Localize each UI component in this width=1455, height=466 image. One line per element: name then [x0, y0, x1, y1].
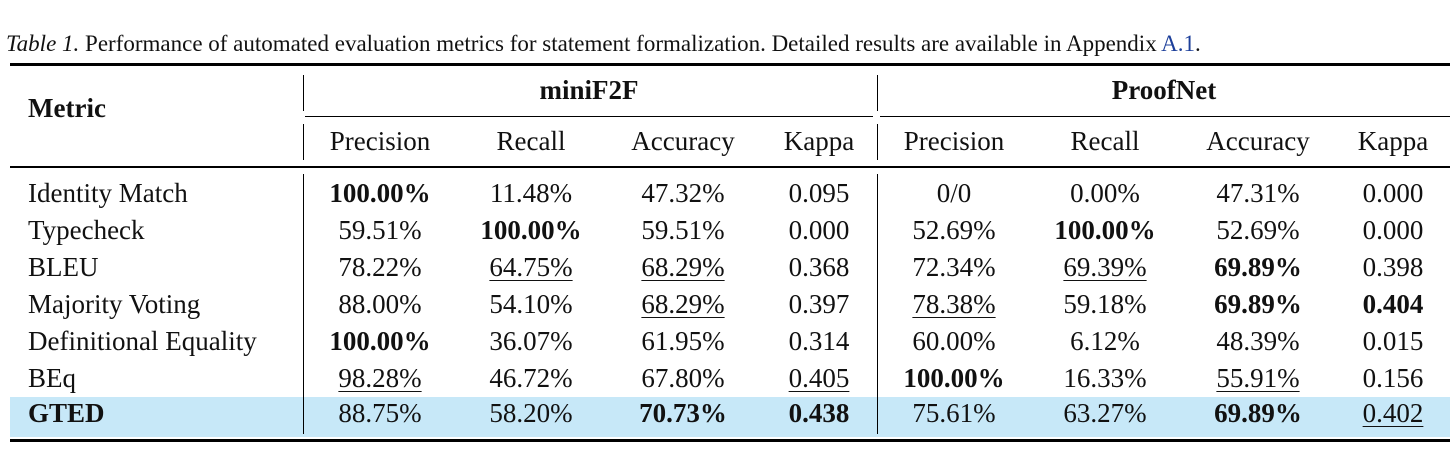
- col-separator-group-sub: [877, 124, 878, 160]
- table-cell: 0.000: [788, 215, 850, 245]
- column-header-proofnet-precision: Precision: [903, 126, 1005, 156]
- table-cell: 0.405: [788, 363, 850, 393]
- caption-text: Performance of automated evaluation metr…: [79, 31, 1162, 56]
- col-separator-group-body: [877, 174, 878, 434]
- table-cell: 60.00%: [912, 326, 996, 356]
- table-cell: 0.095: [788, 178, 850, 208]
- table-cell: 64.75%: [489, 252, 573, 282]
- table-cell: 68.29%: [641, 252, 725, 282]
- table-cell: 70.73%: [639, 398, 727, 428]
- caption-label: Table 1.: [6, 31, 80, 56]
- table-cell: 58.20%: [489, 398, 573, 428]
- row-metric-name: Typecheck: [28, 215, 145, 245]
- table-cell: 72.34%: [912, 252, 996, 282]
- table-cell: 55.91%: [1216, 363, 1300, 393]
- table-cell: 52.69%: [912, 215, 996, 245]
- table-cell: 0.015: [1362, 326, 1424, 356]
- table-cell: 48.39%: [1216, 326, 1300, 356]
- table-cell: 0.00%: [1070, 178, 1140, 208]
- row-metric-name: BEq: [28, 363, 77, 393]
- column-header-minif2f-recall: Recall: [496, 126, 566, 156]
- table-cell: 69.39%: [1063, 252, 1147, 282]
- row-metric-name: GTED: [28, 398, 105, 428]
- header-rule: [10, 166, 1450, 168]
- row-metric-name: Identity Match: [28, 178, 188, 208]
- header-group-proofnet: ProofNet: [1111, 75, 1217, 105]
- bottom-rule: [10, 439, 1450, 442]
- table-cell: 88.75%: [338, 398, 422, 428]
- row-metric-name: Majority Voting: [28, 289, 201, 319]
- col-separator-group-top: [877, 75, 878, 111]
- table-cell: 78.22%: [338, 252, 422, 282]
- table-cell: 0.156: [1362, 363, 1424, 393]
- column-header-minif2f-kappa: Kappa: [783, 126, 855, 156]
- table-cell: 100.00%: [329, 326, 431, 356]
- table-cell: 47.31%: [1216, 178, 1300, 208]
- table-cell: 0.438: [788, 398, 850, 428]
- header-group-minif2f: miniF2F: [539, 75, 639, 105]
- table-cell: 100.00%: [480, 215, 582, 245]
- table-cell: 16.33%: [1063, 363, 1147, 393]
- table-cell: 0.402: [1362, 398, 1424, 428]
- minif2f-subrule: [305, 116, 873, 117]
- table-cell: 69.89%: [1214, 398, 1302, 428]
- table-cell: 54.10%: [489, 289, 573, 319]
- table-cell: 69.89%: [1214, 252, 1302, 282]
- row-metric-name: Definitional Equality: [28, 326, 257, 356]
- table-cell: 0.000: [1362, 215, 1424, 245]
- table-cell: 0.397: [788, 289, 850, 319]
- table-cell: 47.32%: [641, 178, 725, 208]
- table-cell: 63.27%: [1063, 398, 1147, 428]
- column-header-minif2f-accuracy: Accuracy: [631, 126, 735, 156]
- table-cell: 68.29%: [641, 289, 725, 319]
- col-separator-metric-top: [303, 75, 304, 111]
- table-cell: 46.72%: [489, 363, 573, 393]
- column-header-minif2f-precision: Precision: [329, 126, 431, 156]
- table-cell: 88.00%: [338, 289, 422, 319]
- table-cell: 0.314: [788, 326, 850, 356]
- table-cell: 0/0: [936, 178, 972, 208]
- table-cell: 0.398: [1362, 252, 1424, 282]
- table-cell: 59.51%: [338, 215, 422, 245]
- table-cell: 98.28%: [338, 363, 422, 393]
- highlight-row-background: [10, 397, 1450, 437]
- column-header-proofnet-kappa: Kappa: [1357, 126, 1429, 156]
- top-rule: [10, 63, 1450, 66]
- table-cell: 67.80%: [641, 363, 725, 393]
- column-header-proofnet-accuracy: Accuracy: [1206, 126, 1310, 156]
- col-separator-metric-body: [303, 174, 304, 434]
- table-cell: 100.00%: [329, 178, 431, 208]
- row-metric-name: BLEU: [28, 252, 99, 282]
- table-cell: 0.404: [1362, 289, 1424, 319]
- table-caption: Table 1. Performance of automated evalua…: [6, 31, 1201, 57]
- header-metric: Metric: [28, 93, 106, 123]
- table-cell: 78.38%: [912, 289, 996, 319]
- table-cell: 100.00%: [903, 363, 1005, 393]
- column-header-proofnet-recall: Recall: [1070, 126, 1140, 156]
- col-separator-metric-sub: [303, 124, 304, 160]
- table-cell: 0.000: [1362, 178, 1424, 208]
- table-cell: 59.51%: [641, 215, 725, 245]
- appendix-link[interactable]: A.1: [1161, 31, 1196, 56]
- table-cell: 52.69%: [1216, 215, 1300, 245]
- caption-end: .: [1195, 31, 1201, 56]
- table-cell: 36.07%: [489, 326, 573, 356]
- table-cell: 59.18%: [1063, 289, 1147, 319]
- table-cell: 69.89%: [1214, 289, 1302, 319]
- table-cell: 0.368: [788, 252, 850, 282]
- table-cell: 75.61%: [912, 398, 996, 428]
- proofnet-subrule: [880, 116, 1450, 117]
- table-cell: 6.12%: [1070, 326, 1140, 356]
- table-cell: 11.48%: [489, 178, 573, 208]
- table-cell: 61.95%: [641, 326, 725, 356]
- table-cell: 100.00%: [1054, 215, 1156, 245]
